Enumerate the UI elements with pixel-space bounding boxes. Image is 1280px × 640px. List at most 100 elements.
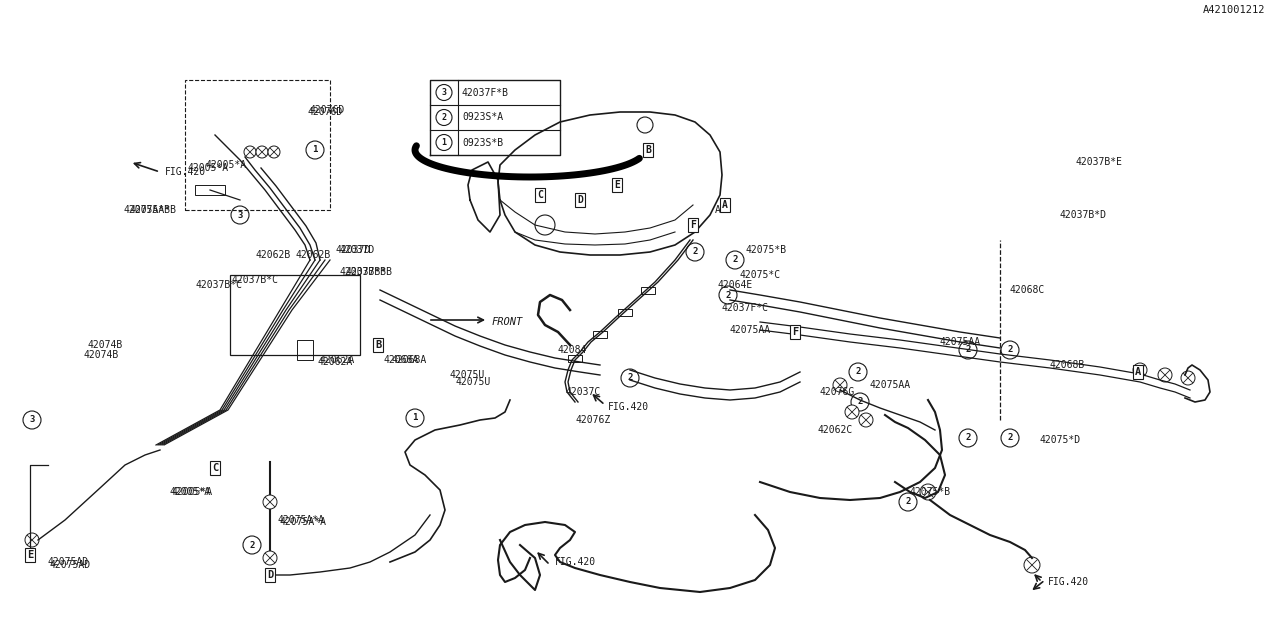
- Text: 0923S*A: 0923S*A: [462, 113, 503, 122]
- Circle shape: [268, 146, 280, 158]
- Text: 42068B: 42068B: [1050, 360, 1085, 370]
- Circle shape: [719, 286, 737, 304]
- Text: 42005*A: 42005*A: [172, 487, 214, 497]
- Text: 2: 2: [855, 367, 860, 376]
- Circle shape: [406, 409, 424, 427]
- Text: 42075AD: 42075AD: [50, 560, 91, 570]
- Circle shape: [859, 413, 873, 427]
- Text: 42074B: 42074B: [88, 340, 123, 350]
- Circle shape: [851, 393, 869, 411]
- Circle shape: [959, 341, 977, 359]
- Text: A421001212: A421001212: [1202, 5, 1265, 15]
- Text: D: D: [266, 570, 273, 580]
- Text: 42068A: 42068A: [392, 355, 428, 365]
- Circle shape: [845, 405, 859, 419]
- Text: FIG.420: FIG.420: [1048, 577, 1089, 587]
- Text: 42076G: 42076G: [820, 387, 855, 397]
- Text: 2: 2: [732, 255, 737, 264]
- Text: F: F: [690, 220, 696, 230]
- Text: 1: 1: [312, 145, 317, 154]
- Text: 42075AA: 42075AA: [940, 337, 982, 347]
- Circle shape: [920, 484, 936, 500]
- Text: 42064E: 42064E: [718, 280, 753, 290]
- Text: 2: 2: [965, 346, 970, 355]
- Circle shape: [1001, 429, 1019, 447]
- Circle shape: [959, 429, 977, 447]
- Text: B: B: [375, 340, 381, 350]
- Text: C: C: [212, 463, 218, 473]
- Text: 3: 3: [237, 211, 243, 220]
- Bar: [618, 308, 632, 316]
- Circle shape: [1024, 557, 1039, 573]
- Text: 42068C: 42068C: [1010, 285, 1046, 295]
- Text: 2: 2: [965, 433, 970, 442]
- Text: 42075A*B: 42075A*B: [124, 205, 172, 215]
- Text: 42037B*C: 42037B*C: [195, 280, 242, 290]
- Bar: [230, 275, 360, 355]
- Text: FIG.420: FIG.420: [165, 167, 206, 177]
- Text: E: E: [27, 550, 33, 560]
- Text: 42075A*A: 42075A*A: [280, 517, 326, 527]
- Text: 42075AD: 42075AD: [49, 557, 90, 567]
- Text: 42075*D: 42075*D: [1039, 435, 1082, 445]
- Circle shape: [1181, 371, 1196, 385]
- Circle shape: [230, 206, 250, 224]
- Text: 42076D: 42076D: [308, 107, 343, 117]
- Circle shape: [436, 134, 452, 150]
- Text: FIG.420: FIG.420: [556, 557, 596, 567]
- Text: A: A: [1135, 367, 1142, 377]
- Text: 2: 2: [250, 541, 255, 550]
- Text: 42074B: 42074B: [84, 350, 119, 360]
- Circle shape: [726, 251, 744, 269]
- Text: 2: 2: [1007, 346, 1012, 355]
- Text: 42037B*E: 42037B*E: [1075, 157, 1123, 167]
- Text: D: D: [577, 195, 582, 205]
- Text: 2: 2: [726, 291, 731, 300]
- Bar: [641, 287, 655, 294]
- Text: 42005*A: 42005*A: [170, 487, 211, 497]
- Circle shape: [26, 533, 38, 547]
- Text: 42075AA: 42075AA: [870, 380, 911, 390]
- Circle shape: [256, 146, 268, 158]
- Circle shape: [243, 536, 261, 554]
- Circle shape: [621, 369, 639, 387]
- Circle shape: [436, 109, 452, 125]
- Text: 1: 1: [412, 413, 417, 422]
- Text: 1: 1: [442, 138, 447, 147]
- Text: FIG.420: FIG.420: [608, 402, 649, 412]
- Text: 2: 2: [442, 113, 447, 122]
- Circle shape: [244, 146, 256, 158]
- Text: 42037C: 42037C: [564, 387, 600, 397]
- Text: 42037B*C: 42037B*C: [232, 275, 279, 285]
- Text: 42037B*B: 42037B*B: [340, 267, 387, 277]
- Text: 3: 3: [29, 415, 35, 424]
- Circle shape: [306, 141, 324, 159]
- Text: F: F: [792, 327, 799, 337]
- Circle shape: [899, 493, 916, 511]
- Text: 42062C: 42062C: [818, 425, 854, 435]
- Text: 42037F*B: 42037F*B: [462, 88, 509, 97]
- Text: E: E: [614, 180, 620, 190]
- Circle shape: [262, 551, 276, 565]
- Text: 42075U: 42075U: [454, 377, 490, 387]
- Circle shape: [1133, 363, 1147, 377]
- Circle shape: [849, 363, 867, 381]
- Text: 42037D: 42037D: [340, 245, 375, 255]
- Bar: [568, 355, 582, 362]
- Text: 42005*A: 42005*A: [188, 163, 229, 173]
- Text: 2: 2: [1007, 433, 1012, 442]
- Text: A: A: [722, 200, 728, 210]
- Text: 42005*A: 42005*A: [205, 160, 246, 170]
- Text: A: A: [716, 205, 721, 215]
- Text: 42076D: 42076D: [310, 105, 346, 115]
- Text: 42062B: 42062B: [255, 250, 291, 260]
- Text: 42075*C: 42075*C: [740, 270, 781, 280]
- Text: 2: 2: [858, 397, 863, 406]
- Text: 0923S*B: 0923S*B: [462, 138, 503, 147]
- Text: 42068A: 42068A: [384, 355, 420, 365]
- Text: 42062B: 42062B: [294, 250, 330, 260]
- Text: 42037F*C: 42037F*C: [722, 303, 769, 313]
- Text: C: C: [538, 190, 543, 200]
- Text: 42075*B: 42075*B: [910, 487, 951, 497]
- Text: B: B: [645, 145, 652, 155]
